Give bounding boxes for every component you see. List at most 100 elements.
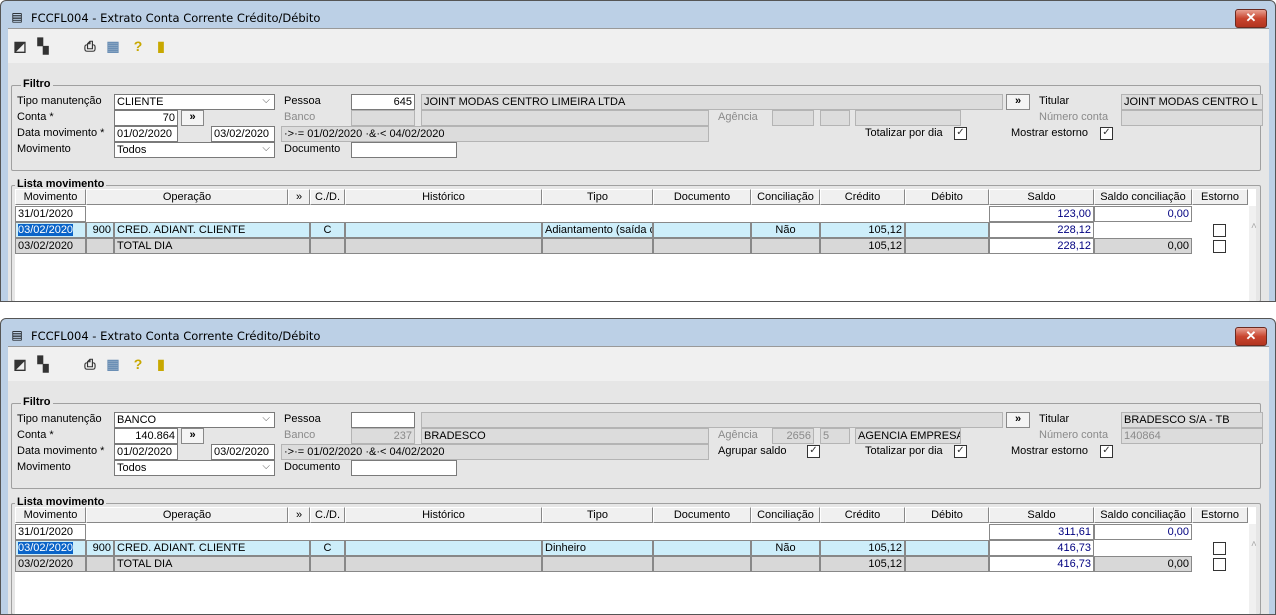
operacao-cell[interactable]: CRED. ADIANT. CLIENTE bbox=[114, 540, 310, 556]
debito-cell[interactable] bbox=[905, 238, 989, 254]
exit-door-icon[interactable]: ▮ bbox=[157, 38, 165, 54]
historico-cell[interactable] bbox=[345, 222, 542, 238]
column-header-3[interactable]: C./D. bbox=[310, 189, 345, 205]
data-from-input[interactable]: 01/02/2020 bbox=[114, 126, 178, 142]
saldo-cell[interactable]: 416,73 bbox=[989, 556, 1094, 572]
restore-icon[interactable]: ◩ bbox=[13, 38, 27, 54]
tipo-cell[interactable]: Adiantamento (saída c bbox=[542, 222, 653, 238]
calendar-icon[interactable]: ▦ bbox=[106, 356, 120, 372]
movimento-cell[interactable]: 31/01/2020 bbox=[15, 206, 86, 222]
movimento-cell[interactable]: 31/01/2020 bbox=[15, 524, 86, 540]
data-from-input[interactable]: 01/02/2020 bbox=[114, 444, 178, 460]
column-header-9[interactable]: Débito bbox=[905, 189, 989, 205]
estorno-checkbox[interactable] bbox=[1213, 558, 1226, 571]
column-header-10[interactable]: Saldo bbox=[989, 507, 1094, 523]
column-header-3[interactable]: C./D. bbox=[310, 507, 345, 523]
saldo-conciliacao-cell[interactable]: 0,00 bbox=[1094, 524, 1192, 540]
data-to-input[interactable]: 03/02/2020 bbox=[211, 444, 275, 460]
help-icon[interactable]: ? bbox=[133, 38, 143, 54]
column-header-1[interactable]: Operação bbox=[86, 189, 288, 205]
historico-cell[interactable] bbox=[345, 556, 542, 572]
column-header-7[interactable]: Conciliação bbox=[751, 189, 820, 205]
exit-door-icon[interactable]: ▮ bbox=[157, 356, 165, 372]
totalizar-por-dia-checkbox[interactable]: ✓ bbox=[954, 127, 967, 140]
mostrar-estorno-checkbox[interactable]: ✓ bbox=[1100, 445, 1113, 458]
restore-icon[interactable]: ◩ bbox=[13, 356, 27, 372]
tipo-cell[interactable]: Dinheiro bbox=[542, 540, 653, 556]
op-code-cell[interactable] bbox=[86, 556, 114, 572]
expand-columns-button[interactable]: » bbox=[288, 507, 310, 523]
column-header-6[interactable]: Documento bbox=[653, 507, 751, 523]
credito-cell[interactable]: 105,12 bbox=[820, 540, 905, 556]
close-button[interactable]: ✕ bbox=[1235, 9, 1267, 28]
column-header-4[interactable]: Histórico bbox=[345, 189, 542, 205]
estorno-checkbox[interactable] bbox=[1213, 240, 1226, 253]
tipo-cell[interactable] bbox=[542, 238, 653, 254]
pessoa-lookup-button[interactable]: » bbox=[1006, 94, 1030, 110]
cd-cell[interactable] bbox=[310, 556, 345, 572]
column-header-1[interactable]: Operação bbox=[86, 507, 288, 523]
estorno-checkbox[interactable] bbox=[1213, 224, 1226, 237]
operacao-cell[interactable]: TOTAL DIA bbox=[114, 238, 310, 254]
cascade-icon[interactable]: ▚ bbox=[37, 356, 49, 372]
movimento-cell[interactable]: 03/02/2020 bbox=[15, 222, 86, 238]
cd-cell[interactable]: C bbox=[310, 222, 345, 238]
printer-icon[interactable]: ⎙ bbox=[84, 38, 96, 54]
pessoa-code-input[interactable] bbox=[351, 412, 415, 428]
help-icon[interactable]: ? bbox=[133, 356, 143, 372]
conciliacao-cell[interactable]: Não bbox=[751, 222, 820, 238]
documento-cell[interactable] bbox=[653, 540, 751, 556]
credito-cell[interactable]: 105,12 bbox=[820, 238, 905, 254]
vertical-scrollbar[interactable]: ˄ bbox=[1249, 524, 1256, 614]
op-code-cell[interactable] bbox=[86, 238, 114, 254]
agrupar-saldo-checkbox[interactable]: ✓ bbox=[807, 445, 820, 458]
tipo-cell[interactable] bbox=[542, 556, 653, 572]
column-header-10[interactable]: Saldo bbox=[989, 189, 1094, 205]
estorno-checkbox[interactable] bbox=[1213, 542, 1226, 555]
scroll-up-icon[interactable]: ˄ bbox=[1251, 222, 1256, 232]
conciliacao-cell[interactable]: Não bbox=[751, 540, 820, 556]
op-code-cell[interactable]: 900 bbox=[86, 540, 114, 556]
saldo-cell[interactable]: 228,12 bbox=[989, 238, 1094, 254]
saldo-cell[interactable]: 311,61 bbox=[989, 524, 1094, 540]
pessoa-code-input[interactable]: 645 bbox=[351, 94, 415, 110]
column-header-11[interactable]: Saldo conciliação bbox=[1094, 189, 1192, 205]
saldo-conciliacao-cell[interactable]: 0,00 bbox=[1094, 206, 1192, 222]
pessoa-lookup-button[interactable]: » bbox=[1006, 412, 1030, 428]
cd-cell[interactable]: C bbox=[310, 540, 345, 556]
saldo-conciliacao-cell[interactable]: 0,00 bbox=[1094, 556, 1192, 572]
conta-input[interactable]: 140.864 bbox=[114, 428, 178, 444]
historico-cell[interactable] bbox=[345, 540, 542, 556]
column-header-5[interactable]: Tipo bbox=[542, 507, 653, 523]
conta-lookup-button[interactable]: » bbox=[181, 110, 204, 126]
saldo-cell[interactable]: 416,73 bbox=[989, 540, 1094, 556]
movimento-select[interactable]: Todos bbox=[114, 142, 275, 158]
calendar-icon[interactable]: ▦ bbox=[106, 38, 120, 54]
saldo-conciliacao-cell[interactable]: 0,00 bbox=[1094, 238, 1192, 254]
debito-cell[interactable] bbox=[905, 556, 989, 572]
debito-cell[interactable] bbox=[905, 222, 989, 238]
column-header-8[interactable]: Crédito bbox=[820, 507, 905, 523]
credito-cell[interactable]: 105,12 bbox=[820, 222, 905, 238]
close-button[interactable]: ✕ bbox=[1235, 327, 1267, 346]
movimento-cell[interactable]: 03/02/2020 bbox=[15, 556, 86, 572]
expand-columns-button[interactable]: » bbox=[288, 189, 310, 205]
printer-icon[interactable]: ⎙ bbox=[84, 356, 96, 372]
column-header-7[interactable]: Conciliação bbox=[751, 507, 820, 523]
conta-input[interactable]: 70 bbox=[114, 110, 178, 126]
column-header-5[interactable]: Tipo bbox=[542, 189, 653, 205]
column-header-0[interactable]: Movimento bbox=[15, 507, 86, 523]
column-header-12[interactable]: Estorno bbox=[1192, 507, 1248, 523]
conciliacao-cell[interactable] bbox=[751, 556, 820, 572]
operacao-cell[interactable]: TOTAL DIA bbox=[114, 556, 310, 572]
column-header-11[interactable]: Saldo conciliação bbox=[1094, 507, 1192, 523]
debito-cell[interactable] bbox=[905, 540, 989, 556]
column-header-6[interactable]: Documento bbox=[653, 189, 751, 205]
movimento-cell[interactable]: 03/02/2020 bbox=[15, 540, 86, 556]
conciliacao-cell[interactable] bbox=[751, 238, 820, 254]
tipo-manutencao-select[interactable]: BANCO bbox=[114, 412, 275, 428]
column-header-0[interactable]: Movimento bbox=[15, 189, 86, 205]
mostrar-estorno-checkbox[interactable]: ✓ bbox=[1100, 127, 1113, 140]
operacao-cell[interactable]: CRED. ADIANT. CLIENTE bbox=[114, 222, 310, 238]
totalizar-por-dia-checkbox[interactable]: ✓ bbox=[954, 445, 967, 458]
